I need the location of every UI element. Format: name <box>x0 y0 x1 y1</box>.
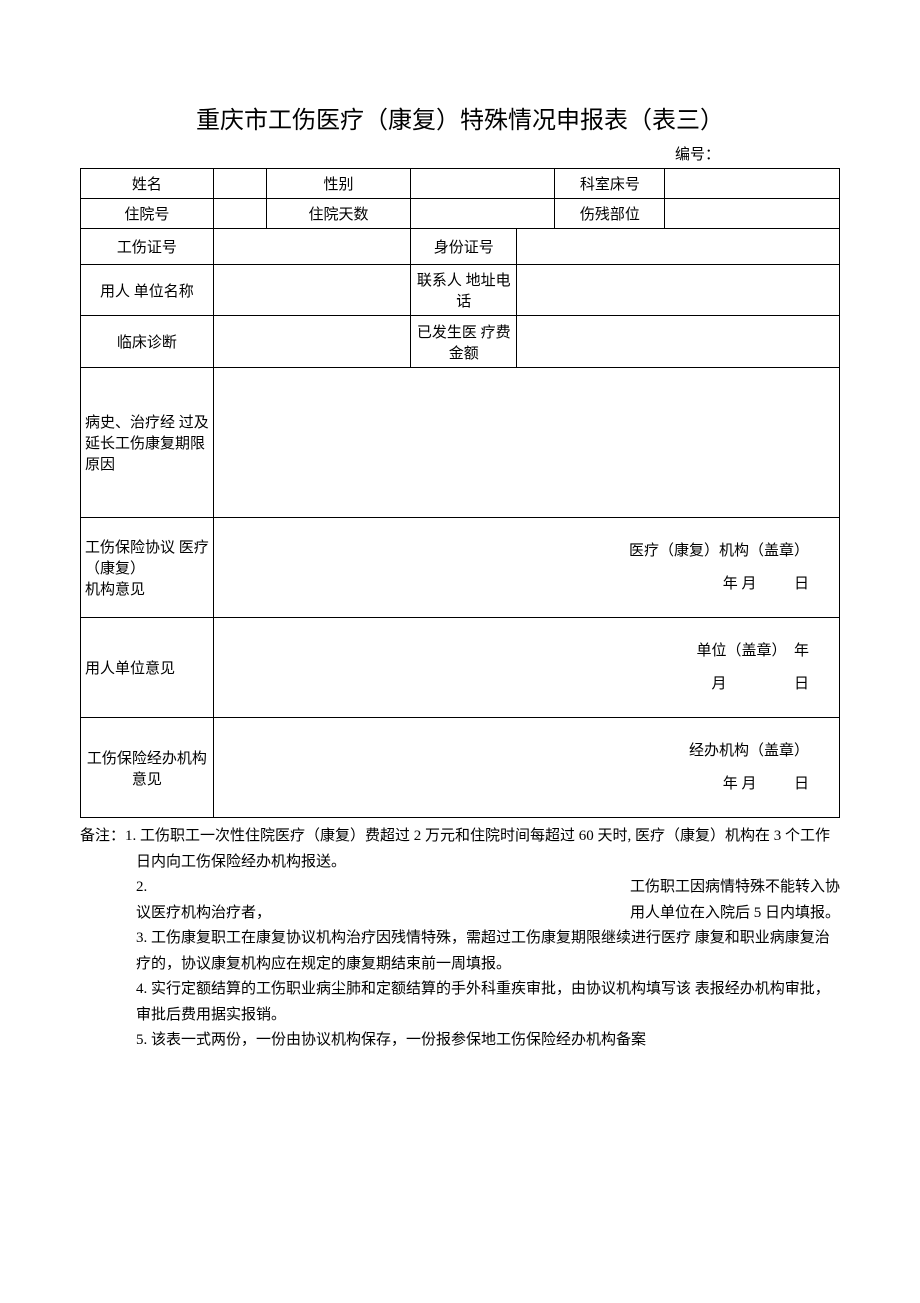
note-5: 5. 该表一式两份，一份由协议机构保存，一份报参保地工伤保险经办机构备案 <box>80 1028 840 1054</box>
application-form-table: 姓名 性别 科室床号 住院号 住院天数 伤残部位 工伤证号 身份证号 用人 单位… <box>80 168 840 818</box>
notes-section: 备注：1. 工伤职工一次性住院医疗（康复）费超过 2 万元和住院时间每超过 60… <box>80 824 840 1054</box>
label-name: 姓名 <box>81 169 214 199</box>
value-name <box>213 169 266 199</box>
date-employer: 月 日 <box>216 668 809 701</box>
label-hosp-no: 住院号 <box>81 199 214 229</box>
label-injury-part: 伤残部位 <box>555 199 665 229</box>
date-agency: 年 月 日 <box>216 768 809 801</box>
page-title: 重庆市工伤医疗（康复）特殊情况申报表（表三） <box>80 100 840 135</box>
label-history: 病史、治疗经 过及延长工伤康复期限原因 <box>81 368 214 518</box>
note-4: 4. 实行定额结算的工伤职业病尘肺和定额结算的手外科重疾审批，由协议机构填写该 … <box>80 977 840 1028</box>
label-diagnosis: 临床诊断 <box>81 316 214 368</box>
value-employer-opinion: 单位（盖章） 年 月 日 <box>213 618 839 718</box>
note-2-line1: 2. 工伤职工因病情特殊不能转入协 <box>80 875 840 901</box>
label-agency-opinion: 工伤保险经办机构意见 <box>81 718 214 818</box>
note-3: 3. 工伤康复职工在康复协议机构治疗因残情特殊，需超过工伤康复期限继续进行医疗 … <box>80 926 840 977</box>
label-id-no: 身份证号 <box>411 229 517 265</box>
value-fee <box>517 316 840 368</box>
value-hosp-days <box>411 199 555 229</box>
value-diagnosis <box>213 316 410 368</box>
value-employer <box>213 265 410 316</box>
stamp-employer: 单位（盖章） 年 <box>216 635 809 668</box>
label-gender: 性别 <box>266 169 410 199</box>
label-injury-cert: 工伤证号 <box>81 229 214 265</box>
value-history <box>213 368 839 518</box>
stamp-med-org: 医疗（康复）机构（盖章） <box>216 535 809 568</box>
note-1: 备注：1. 工伤职工一次性住院医疗（康复）费超过 2 万元和住院时间每超过 60… <box>80 824 840 875</box>
value-id-no <box>517 229 840 265</box>
value-org-opinion: 医疗（康复）机构（盖章） 年 月 日 <box>213 518 839 618</box>
label-org-opinion: 工伤保险协议 医疗（康复） 机构意见 <box>81 518 214 618</box>
value-contact <box>517 265 840 316</box>
label-hosp-days: 住院天数 <box>266 199 410 229</box>
label-fee: 已发生医 疗费金额 <box>411 316 517 368</box>
value-hosp-no <box>213 199 266 229</box>
label-dept-bed: 科室床号 <box>555 169 665 199</box>
value-gender <box>411 169 555 199</box>
value-injury-part <box>665 199 840 229</box>
value-injury-cert <box>213 229 410 265</box>
value-dept-bed <box>665 169 840 199</box>
serial-number-label: 编号： <box>80 143 840 164</box>
stamp-agency: 经办机构（盖章） <box>216 735 809 768</box>
label-employer: 用人 单位名称 <box>81 265 214 316</box>
value-agency-opinion: 经办机构（盖章） 年 月 日 <box>213 718 839 818</box>
notes-label: 备注： <box>80 828 125 844</box>
date-med-org: 年 月 日 <box>216 568 809 601</box>
note-2-line2: 议医疗机构治疗者， 用人单位在入院后 5 日内填报。 <box>80 901 840 927</box>
label-employer-opinion: 用人单位意见 <box>81 618 214 718</box>
label-contact: 联系人 地址电话 <box>411 265 517 316</box>
